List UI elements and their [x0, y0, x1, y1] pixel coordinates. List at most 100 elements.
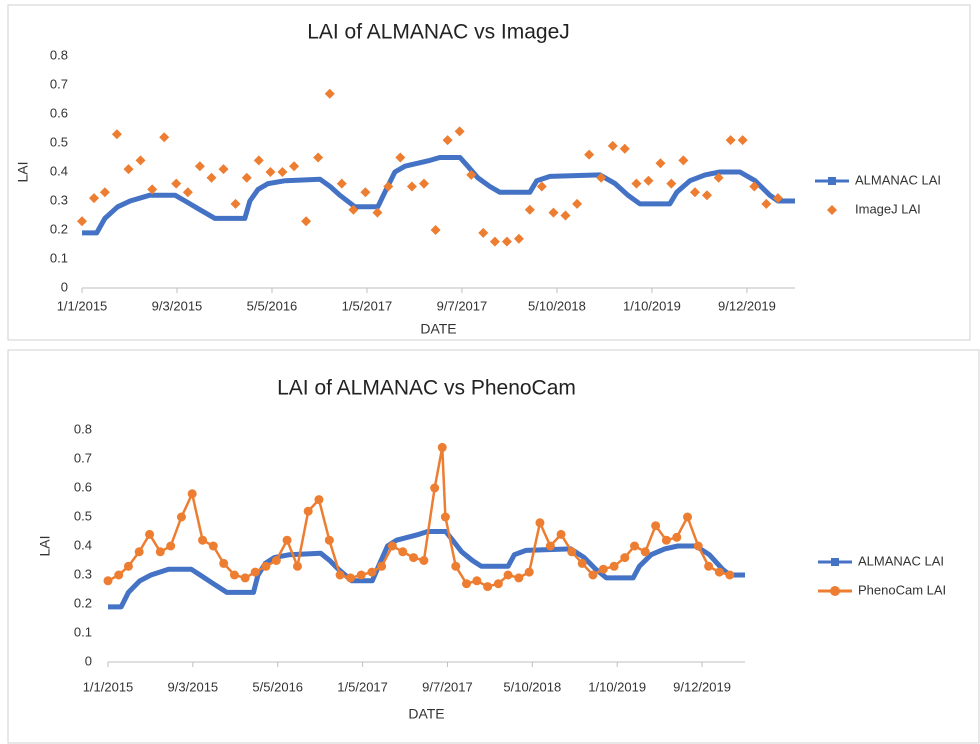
data-point — [577, 558, 587, 568]
data-point — [430, 225, 441, 235]
data-point — [303, 506, 313, 516]
data-point — [372, 207, 383, 218]
data-point — [360, 187, 371, 198]
data-point — [462, 579, 472, 589]
data-point — [466, 169, 477, 180]
x-tick-label: 9/12/2019 — [718, 298, 776, 313]
legend-marker — [828, 177, 836, 185]
data-point — [135, 155, 146, 166]
legend-marker — [831, 558, 839, 566]
data-point — [501, 236, 512, 247]
x-tick-label: 5/10/2018 — [528, 298, 586, 313]
x-tick-label: 1/10/2019 — [623, 298, 681, 313]
data-point — [356, 570, 366, 580]
data-point — [335, 570, 345, 580]
data-point — [171, 178, 182, 189]
data-point — [292, 561, 302, 571]
data-point — [218, 164, 229, 175]
x-axis-label: DATE — [420, 321, 456, 337]
data-point — [524, 567, 534, 577]
data-point — [282, 535, 292, 545]
data-point — [478, 227, 489, 238]
data-point — [588, 570, 598, 580]
data-point — [693, 541, 703, 551]
y-tick-label: 0.2 — [50, 221, 68, 236]
data-point — [348, 204, 359, 215]
data-point — [440, 512, 450, 522]
y-tick-label: 0.1 — [50, 250, 68, 265]
series — [82, 155, 795, 236]
data-point — [643, 175, 654, 186]
data-point — [77, 216, 87, 227]
data-point — [689, 187, 700, 198]
data-point — [159, 132, 170, 143]
data-point — [454, 126, 465, 137]
data-point — [123, 164, 134, 175]
x-tick-label: 5/5/2016 — [247, 298, 298, 313]
y-tick-label: 0.1 — [74, 624, 92, 639]
data-point — [377, 561, 387, 571]
data-point — [208, 541, 218, 551]
data-point — [134, 547, 144, 557]
x-tick-label: 9/7/2017 — [422, 679, 473, 694]
data-point — [301, 216, 312, 227]
data-point — [229, 570, 239, 580]
data-point — [572, 198, 583, 209]
data-point — [145, 529, 155, 539]
y-tick-label: 0.2 — [74, 595, 92, 610]
data-point — [418, 178, 429, 189]
x-tick-label: 1/5/2017 — [337, 679, 388, 694]
data-point — [567, 547, 577, 557]
data-point — [714, 567, 724, 577]
data-point — [336, 178, 347, 189]
y-tick-label: 0.8 — [74, 421, 92, 436]
data-point — [123, 561, 133, 571]
x-tick-label: 5/10/2018 — [503, 679, 561, 694]
data-point — [314, 495, 324, 505]
data-point — [661, 535, 671, 545]
data-point — [607, 140, 618, 151]
x-tick-label: 1/1/2015 — [57, 298, 108, 313]
data-point — [206, 172, 217, 183]
data-point — [419, 556, 429, 565]
data-point — [155, 547, 165, 557]
y-tick-label: 0.5 — [50, 134, 68, 149]
x-tick-label: 9/12/2019 — [673, 679, 731, 694]
y-tick-label: 0.3 — [50, 192, 68, 207]
data-point — [524, 204, 535, 215]
data-point — [713, 172, 724, 183]
data-point — [451, 561, 461, 571]
data-point — [387, 541, 397, 551]
data-point — [651, 521, 661, 531]
x-tick-label: 1/10/2019 — [588, 679, 646, 694]
x-tick-label: 1/1/2015 — [83, 679, 134, 694]
data-point — [514, 573, 524, 583]
chart-title: LAI of ALMANAC vs PhenoCam — [277, 377, 576, 400]
y-tick-label: 0.7 — [74, 450, 92, 465]
y-tick-label: 0 — [61, 279, 68, 294]
data-point — [240, 573, 250, 583]
panel-frame — [7, 4, 971, 341]
data-point — [483, 582, 493, 592]
data-point — [761, 198, 772, 209]
data-point — [640, 547, 650, 557]
data-point — [398, 547, 408, 557]
data-point — [535, 518, 545, 528]
data-point — [701, 190, 712, 201]
data-point — [277, 167, 288, 177]
data-point — [409, 553, 419, 563]
y-tick-label: 0.4 — [74, 537, 92, 552]
data-point — [241, 172, 252, 183]
data-point — [324, 535, 334, 545]
data-point — [678, 155, 689, 166]
x-tick-label: 5/5/2016 — [252, 679, 303, 694]
data-point — [442, 135, 453, 146]
data-point — [187, 489, 197, 499]
data-point — [313, 152, 324, 163]
data-point — [230, 198, 241, 209]
data-point — [271, 556, 281, 565]
y-tick-label: 0.5 — [74, 508, 92, 523]
chart-title: LAI of ALMANAC vs ImageJ — [307, 21, 570, 44]
data-point — [182, 187, 193, 198]
